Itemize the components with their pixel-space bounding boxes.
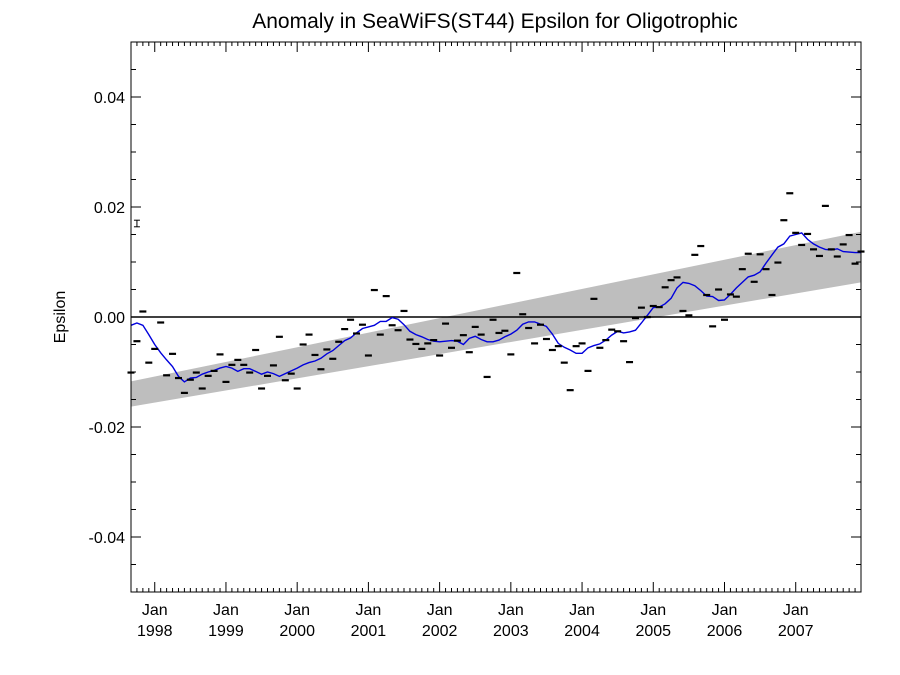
x-tick-label-year: 2005: [635, 623, 671, 640]
x-tick-label-month: Jan: [712, 602, 738, 619]
x-tick-label-year: 2003: [493, 623, 529, 640]
y-tick-label: 0.04: [94, 90, 125, 107]
x-tick-label-month: Jan: [355, 602, 381, 619]
x-tick-label-month: Jan: [640, 602, 666, 619]
x-tick-label-month: Jan: [783, 602, 809, 619]
y-tick-label: -0.04: [89, 530, 126, 547]
x-tick-label-month: Jan: [569, 602, 595, 619]
x-tick-label-year: 2001: [351, 623, 387, 640]
smoothed-series-layer: [131, 232, 861, 383]
axes-layer: Jan 1998 Jan 1999 Jan 2000 Jan 2001 Jan 2002 Jan 20…: [89, 41, 862, 640]
y-tick-label: 0.00: [94, 310, 125, 327]
x-tick-label-month: Jan: [498, 602, 524, 619]
x-tick-label-year: 2007: [778, 623, 814, 640]
x-tick-label-year: 2004: [564, 623, 600, 640]
x-tick-label-year: 1998: [137, 623, 173, 640]
y-tick-label: -0.02: [89, 420, 126, 437]
x-tick-label-month: Jan: [213, 602, 239, 619]
x-tick-label-month: Jan: [427, 602, 453, 619]
x-tick-label-month: Jan: [284, 602, 310, 619]
y-axis-label: Epsilon: [52, 291, 69, 343]
chart-title: Anomaly in SeaWiFS(ST44) Epsilon for Oli…: [252, 10, 738, 33]
x-tick-label-year: 2006: [707, 623, 743, 640]
x-tick-label-month: Jan: [142, 602, 168, 619]
smoothed-series-line: [131, 232, 861, 383]
x-tick-label-year: 2002: [422, 623, 458, 640]
y-tick-label: 0.02: [94, 200, 125, 217]
x-tick-label-year: 1999: [208, 623, 244, 640]
error-bar-layer: [133, 219, 140, 228]
monthly-points-layer: [127, 192, 865, 394]
x-tick-label-year: 2000: [279, 623, 315, 640]
